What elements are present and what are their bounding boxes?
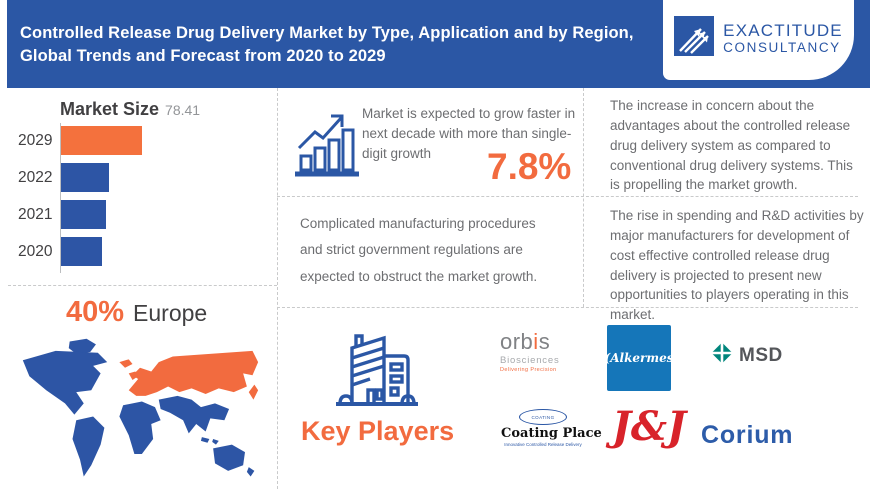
- bar: [60, 126, 142, 155]
- bar-label: 2021: [18, 205, 53, 223]
- orbis-wordmark: orbis: [500, 331, 590, 353]
- region-share: 40% Europe: [66, 296, 207, 329]
- restraint-statement: Complicated manufacturing procedures and…: [300, 216, 538, 284]
- company-logo: EXACTITUDE CONSULTANCY: [660, 0, 857, 83]
- region-share-label: Europe: [133, 300, 208, 326]
- company-logo-text: EXACTITUDE CONSULTANCY: [723, 21, 843, 55]
- orbis-word-accent: i: [533, 329, 539, 354]
- logo-johnson-and-johnson: J&J: [612, 403, 686, 450]
- bar-row: 2020: [18, 237, 142, 266]
- orbis-word-start: orb: [500, 329, 534, 354]
- divider-horizontal-leftcol: [8, 285, 277, 286]
- page-title: Controlled Release Drug Delivery Market …: [20, 22, 634, 68]
- growth-statement: Market is expected to grow faster in nex…: [362, 106, 576, 161]
- divider-horizontal-top: [277, 196, 858, 197]
- market-size-value: 78.41: [165, 102, 201, 118]
- bar-row: 2022: [18, 163, 142, 192]
- orbis-word-end: s: [538, 329, 551, 354]
- bar-label: 2022: [18, 168, 53, 186]
- bar: [60, 163, 109, 192]
- page-title-line1: Controlled Release Drug Delivery Market …: [20, 24, 634, 42]
- bar: [60, 237, 102, 266]
- bar-row: 2029: [18, 126, 142, 155]
- exactitude-arrows-icon: [674, 16, 715, 61]
- chart-axis-line: [60, 123, 61, 273]
- driver-statement: The increase in concern about the advant…: [610, 98, 853, 193]
- market-size-chart: 2029 2022 2021 2020: [18, 123, 142, 274]
- opportunity-statement: The rise in spending and R&D activities …: [610, 208, 864, 323]
- logo-msd: MSD: [711, 342, 783, 369]
- bar-label: 2020: [18, 242, 53, 260]
- market-size-title: Market Size 78.41: [60, 99, 200, 120]
- logo-coating-place: COATING Coating Place Innovative Control…: [501, 409, 602, 447]
- logo-corium: Corium: [701, 421, 794, 449]
- world-map: [18, 334, 262, 489]
- building-icon: [328, 324, 422, 421]
- coating-place-wordmark: Coating Place: [501, 426, 602, 441]
- coating-place-oval: COATING: [519, 409, 567, 425]
- growth-chart-icon: [293, 106, 371, 185]
- growth-rate-value: 7.8%: [487, 146, 572, 187]
- msd-petal-icon: [711, 342, 733, 369]
- company-name-top: EXACTITUDE: [723, 21, 843, 41]
- orbis-tagline: Delivering Precision: [500, 367, 557, 373]
- logo-alkermes: (Alkermes: [604, 325, 674, 391]
- coating-place-tagline: Innovative Controlled Release Delivery: [504, 442, 582, 447]
- market-size-title-text: Market Size: [60, 99, 160, 119]
- region-share-value: 40%: [66, 296, 125, 328]
- bar-row: 2021: [18, 200, 142, 229]
- msd-wordmark: MSD: [739, 344, 783, 366]
- bar-label: 2029: [18, 131, 53, 149]
- divider-vertical-right: [583, 88, 584, 307]
- orbis-subtitle: Biosciences: [500, 355, 560, 366]
- divider-horizontal-middle: [277, 307, 858, 308]
- logo-orbis-biosciences: orbis Biosciences Delivering Precision: [500, 331, 590, 374]
- page-title-line2: Global Trends and Forecast from 2020 to …: [20, 46, 386, 65]
- bar: [60, 200, 106, 229]
- divider-vertical-left: [277, 88, 278, 489]
- key-players-label: Key Players: [301, 416, 455, 446]
- alkermes-wordmark: (Alkermes: [604, 351, 674, 365]
- company-name-bottom: CONSULTANCY: [723, 40, 841, 56]
